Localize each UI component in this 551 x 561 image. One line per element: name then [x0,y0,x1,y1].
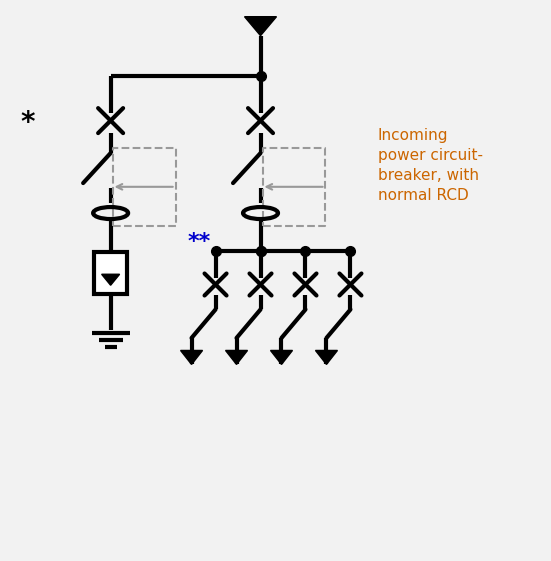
Text: Incoming
power circuit-
breaker, with
normal RCD: Incoming power circuit- breaker, with no… [378,128,483,203]
Polygon shape [101,274,120,285]
Text: **: ** [188,232,212,251]
Polygon shape [181,351,203,365]
Polygon shape [316,351,337,365]
Polygon shape [245,17,277,36]
Text: *: * [21,109,35,137]
Polygon shape [225,351,247,365]
Bar [94,252,127,294]
Polygon shape [271,351,293,365]
